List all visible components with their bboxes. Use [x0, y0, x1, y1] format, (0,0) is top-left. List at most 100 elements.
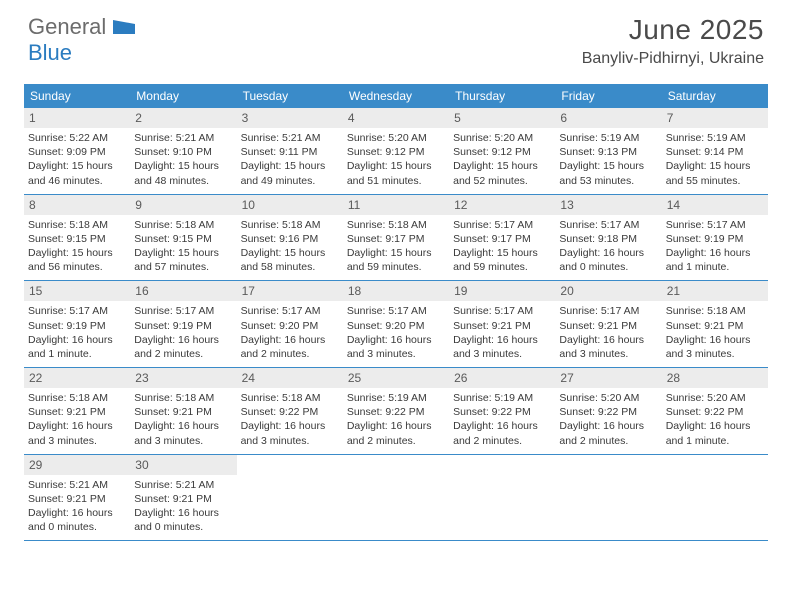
sunset-text: Sunset: 9:22 PM: [241, 405, 339, 419]
day-number: 15: [24, 281, 130, 301]
sunrise-text: Sunrise: 5:17 AM: [241, 304, 339, 318]
daylight-text: and 48 minutes.: [134, 174, 232, 188]
day-number: 22: [24, 368, 130, 388]
daylight-text: and 1 minute.: [666, 260, 764, 274]
day-number: 13: [555, 195, 661, 215]
day-cell: 1Sunrise: 5:22 AMSunset: 9:09 PMDaylight…: [24, 108, 130, 194]
daylight-text: and 3 minutes.: [28, 434, 126, 448]
sunrise-text: Sunrise: 5:18 AM: [347, 218, 445, 232]
sunset-text: Sunset: 9:12 PM: [453, 145, 551, 159]
sunset-text: Sunset: 9:12 PM: [347, 145, 445, 159]
dow-monday: Monday: [130, 84, 236, 108]
daylight-text: Daylight: 16 hours: [241, 333, 339, 347]
empty-cell: [449, 454, 555, 541]
week-row: 15Sunrise: 5:17 AMSunset: 9:19 PMDayligh…: [24, 281, 768, 368]
daylight-text: Daylight: 15 hours: [241, 159, 339, 173]
day-cell: 6Sunrise: 5:19 AMSunset: 9:13 PMDaylight…: [555, 108, 661, 194]
daylight-text: Daylight: 15 hours: [28, 159, 126, 173]
day-cell: 7Sunrise: 5:19 AMSunset: 9:14 PMDaylight…: [662, 108, 768, 194]
header: General Blue June 2025 Banyliv-Pidhirnyi…: [0, 0, 792, 74]
sunset-text: Sunset: 9:20 PM: [241, 319, 339, 333]
daylight-text: Daylight: 16 hours: [134, 333, 232, 347]
daylight-text: Daylight: 16 hours: [134, 506, 232, 520]
sunset-text: Sunset: 9:13 PM: [559, 145, 657, 159]
daylight-text: Daylight: 15 hours: [134, 246, 232, 260]
daylight-text: and 1 minute.: [28, 347, 126, 361]
day-cell: 10Sunrise: 5:18 AMSunset: 9:16 PMDayligh…: [237, 194, 343, 281]
sunrise-text: Sunrise: 5:18 AM: [241, 391, 339, 405]
logo: General Blue: [28, 14, 135, 66]
day-cell: 15Sunrise: 5:17 AMSunset: 9:19 PMDayligh…: [24, 281, 130, 368]
sunrise-text: Sunrise: 5:18 AM: [28, 218, 126, 232]
sunrise-text: Sunrise: 5:19 AM: [666, 131, 764, 145]
sunset-text: Sunset: 9:19 PM: [28, 319, 126, 333]
daylight-text: Daylight: 16 hours: [559, 333, 657, 347]
daylight-text: and 57 minutes.: [134, 260, 232, 274]
dow-row: SundayMondayTuesdayWednesdayThursdayFrid…: [24, 84, 768, 108]
daylight-text: Daylight: 15 hours: [28, 246, 126, 260]
daylight-text: Daylight: 16 hours: [28, 333, 126, 347]
daylight-text: and 2 minutes.: [453, 434, 551, 448]
sunrise-text: Sunrise: 5:21 AM: [134, 478, 232, 492]
dow-friday: Friday: [555, 84, 661, 108]
day-number: 3: [237, 108, 343, 128]
sunset-text: Sunset: 9:21 PM: [28, 492, 126, 506]
day-cell: 5Sunrise: 5:20 AMSunset: 9:12 PMDaylight…: [449, 108, 555, 194]
daylight-text: and 56 minutes.: [28, 260, 126, 274]
daylight-text: and 46 minutes.: [28, 174, 126, 188]
sunset-text: Sunset: 9:21 PM: [134, 492, 232, 506]
day-cell: 19Sunrise: 5:17 AMSunset: 9:21 PMDayligh…: [449, 281, 555, 368]
daylight-text: and 3 minutes.: [241, 434, 339, 448]
sunrise-text: Sunrise: 5:22 AM: [28, 131, 126, 145]
sunset-text: Sunset: 9:11 PM: [241, 145, 339, 159]
daylight-text: and 0 minutes.: [28, 520, 126, 534]
logo-part1: General: [28, 14, 106, 39]
daylight-text: and 2 minutes.: [134, 347, 232, 361]
dow-wednesday: Wednesday: [343, 84, 449, 108]
day-cell: 20Sunrise: 5:17 AMSunset: 9:21 PMDayligh…: [555, 281, 661, 368]
sunset-text: Sunset: 9:21 PM: [559, 319, 657, 333]
day-number: 20: [555, 281, 661, 301]
month-title: June 2025: [582, 14, 764, 46]
day-number: 29: [24, 455, 130, 475]
daylight-text: and 0 minutes.: [134, 520, 232, 534]
daylight-text: and 3 minutes.: [134, 434, 232, 448]
sunset-text: Sunset: 9:17 PM: [453, 232, 551, 246]
sunrise-text: Sunrise: 5:21 AM: [134, 131, 232, 145]
day-cell: 4Sunrise: 5:20 AMSunset: 9:12 PMDaylight…: [343, 108, 449, 194]
dow-thursday: Thursday: [449, 84, 555, 108]
daylight-text: and 3 minutes.: [559, 347, 657, 361]
calendar-table: SundayMondayTuesdayWednesdayThursdayFrid…: [24, 84, 768, 541]
daylight-text: and 52 minutes.: [453, 174, 551, 188]
sunrise-text: Sunrise: 5:20 AM: [666, 391, 764, 405]
daylight-text: Daylight: 16 hours: [559, 419, 657, 433]
sunrise-text: Sunrise: 5:18 AM: [28, 391, 126, 405]
day-cell: 24Sunrise: 5:18 AMSunset: 9:22 PMDayligh…: [237, 368, 343, 455]
day-number: 11: [343, 195, 449, 215]
day-cell: 8Sunrise: 5:18 AMSunset: 9:15 PMDaylight…: [24, 194, 130, 281]
day-cell: 3Sunrise: 5:21 AMSunset: 9:11 PMDaylight…: [237, 108, 343, 194]
daylight-text: and 53 minutes.: [559, 174, 657, 188]
day-number: 21: [662, 281, 768, 301]
daylight-text: Daylight: 15 hours: [453, 159, 551, 173]
daylight-text: Daylight: 15 hours: [134, 159, 232, 173]
daylight-text: and 3 minutes.: [347, 347, 445, 361]
dow-sunday: Sunday: [24, 84, 130, 108]
sunset-text: Sunset: 9:22 PM: [453, 405, 551, 419]
daylight-text: and 1 minute.: [666, 434, 764, 448]
day-number: 23: [130, 368, 236, 388]
daylight-text: and 49 minutes.: [241, 174, 339, 188]
daylight-text: and 51 minutes.: [347, 174, 445, 188]
day-number: 5: [449, 108, 555, 128]
day-cell: 30Sunrise: 5:21 AMSunset: 9:21 PMDayligh…: [130, 454, 236, 541]
empty-cell: [237, 454, 343, 541]
daylight-text: Daylight: 16 hours: [28, 506, 126, 520]
sunrise-text: Sunrise: 5:17 AM: [134, 304, 232, 318]
daylight-text: and 2 minutes.: [559, 434, 657, 448]
day-number: 8: [24, 195, 130, 215]
logo-flag-icon: [113, 20, 135, 39]
daylight-text: and 59 minutes.: [347, 260, 445, 274]
sunset-text: Sunset: 9:22 PM: [666, 405, 764, 419]
day-cell: 27Sunrise: 5:20 AMSunset: 9:22 PMDayligh…: [555, 368, 661, 455]
sunset-text: Sunset: 9:10 PM: [134, 145, 232, 159]
